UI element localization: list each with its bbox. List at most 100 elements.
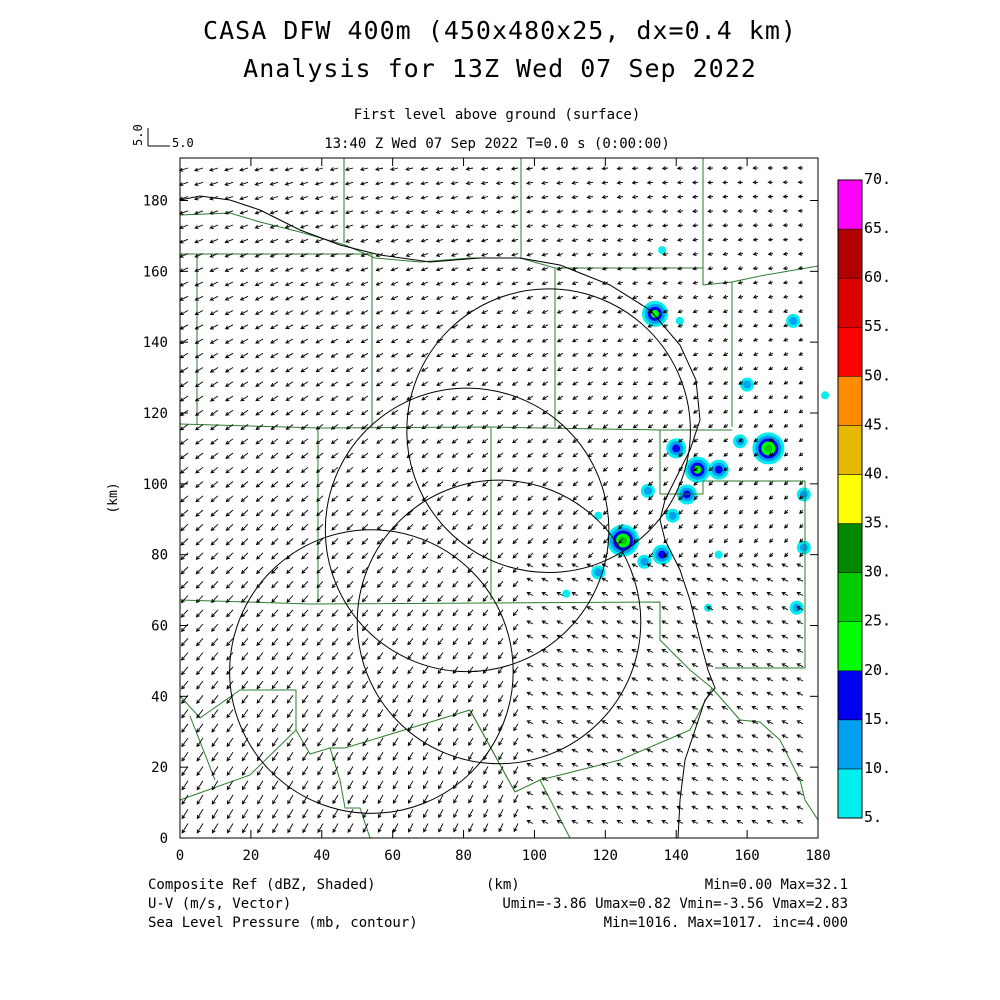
- wind-vector: [435, 181, 444, 186]
- wind-vector: [691, 166, 699, 171]
- wind-vector: [782, 237, 789, 242]
- wind-vector: [377, 652, 384, 661]
- wind-vector: [572, 552, 579, 559]
- wind-vector: [738, 395, 744, 399]
- wind-vector: [285, 452, 294, 459]
- wind-vector: [661, 649, 669, 653]
- wind-vector: [647, 466, 654, 472]
- wind-vector: [602, 438, 609, 443]
- wind-vector: [376, 509, 384, 516]
- wind-vector: [796, 748, 804, 753]
- wind-vector: [617, 381, 624, 386]
- wind-vector: [391, 509, 399, 516]
- wind-vector: [240, 566, 249, 575]
- wind-vector: [751, 691, 759, 696]
- wind-vector: [526, 381, 534, 386]
- wind-vector: [316, 495, 324, 502]
- wind-vector: [435, 295, 444, 300]
- wind-vector: [375, 181, 384, 186]
- wind-vector: [556, 734, 564, 739]
- wind-vector: [541, 606, 549, 611]
- wind-vector: [362, 709, 369, 718]
- wind-vector: [329, 181, 339, 186]
- wind-vector: [196, 666, 204, 676]
- wind-vector: [798, 323, 804, 328]
- wind-vector: [751, 620, 759, 625]
- wind-vector: [797, 208, 804, 213]
- wind-vector: [692, 323, 699, 328]
- wind-vector: [179, 238, 189, 244]
- wind-vector: [632, 352, 639, 357]
- wind-vector: [452, 595, 459, 602]
- vector-scale-label-horizontal: 5.0: [172, 136, 194, 150]
- wind-vector: [632, 338, 639, 342]
- wind-vector: [257, 794, 264, 805]
- wind-vector: [239, 324, 249, 330]
- wind-vector: [286, 552, 294, 560]
- wind-vector: [390, 352, 399, 358]
- wind-vector: [781, 606, 789, 611]
- wind-vector: [271, 552, 279, 560]
- wind-vector: [799, 538, 804, 543]
- wind-vector: [677, 424, 684, 429]
- wind-vector: [287, 794, 294, 805]
- wind-vector: [511, 238, 519, 243]
- wind-vector: [736, 820, 744, 824]
- wind-vector: [301, 552, 309, 560]
- wind-vector: [437, 723, 444, 732]
- wind-vector: [616, 777, 624, 782]
- wind-vector: [661, 777, 669, 782]
- wind-vector: [753, 366, 759, 371]
- wind-vector: [467, 609, 474, 617]
- wind-vector: [347, 666, 354, 675]
- wind-vector: [766, 706, 774, 710]
- wind-vector: [285, 352, 294, 358]
- wind-vector: [722, 237, 729, 242]
- wind-vector: [796, 563, 804, 568]
- wind-vector: [452, 623, 459, 631]
- wind-vector: [601, 791, 609, 796]
- wind-vector: [798, 409, 804, 414]
- wind-vector: [332, 680, 339, 690]
- wind-vector: [526, 820, 534, 824]
- wind-vector: [467, 523, 474, 530]
- wind-vector: [467, 538, 474, 545]
- wind-vector: [376, 538, 384, 545]
- wind-vector: [602, 338, 609, 343]
- wind-vector: [513, 794, 519, 804]
- wind-vector: [483, 723, 489, 732]
- wind-vector: [375, 210, 384, 215]
- wind-vector: [586, 195, 594, 200]
- wind-vector: [286, 652, 294, 661]
- wind-vector: [481, 267, 489, 271]
- wind-vector: [571, 820, 579, 824]
- wind-vector: [798, 380, 804, 385]
- wind-vector: [737, 223, 744, 228]
- wind-vector: [196, 809, 204, 820]
- wind-vector: [362, 695, 369, 704]
- wind-vector: [391, 523, 399, 531]
- wind-vector: [767, 165, 773, 171]
- wind-vector: [346, 595, 354, 603]
- wind-vector: [782, 165, 789, 171]
- wind-vector: [271, 752, 279, 762]
- wind-vector: [422, 595, 429, 603]
- wind-vector: [270, 324, 279, 330]
- wind-vector: [405, 238, 414, 243]
- wind-vector: [633, 523, 639, 530]
- wind-vector: [181, 780, 189, 791]
- wind-vector: [271, 652, 279, 661]
- wind-vector: [330, 452, 339, 459]
- wind-vector: [392, 737, 399, 747]
- wind-vector: [603, 538, 609, 544]
- wind-vector: [480, 181, 489, 186]
- wind-vector: [557, 538, 564, 544]
- wind-vector: [677, 280, 684, 285]
- wind-vector: [601, 180, 609, 185]
- echo-cell: [650, 309, 659, 318]
- wind-vector: [526, 677, 534, 682]
- wind-vector: [224, 352, 234, 359]
- wind-vector: [435, 166, 444, 171]
- wind-vector: [736, 777, 744, 782]
